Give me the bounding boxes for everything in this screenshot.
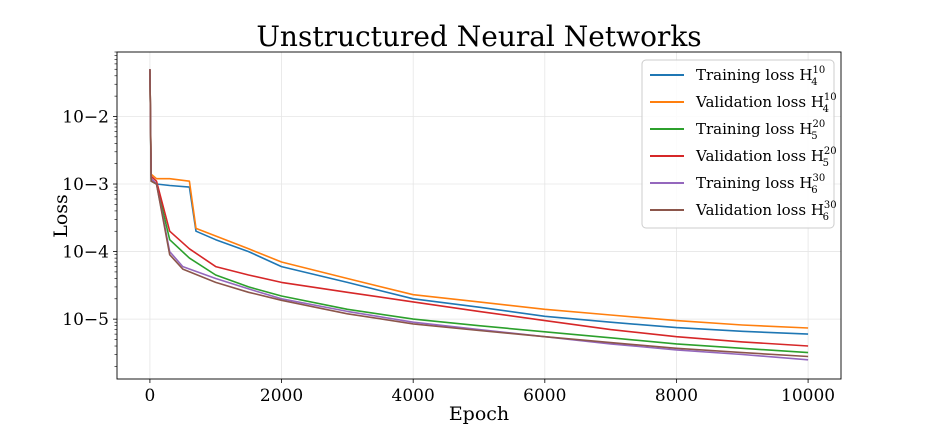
y-axis: 10−5 10−4 10−3 10−2	[62, 51, 117, 367]
legend: Training loss H10 4 Validation loss H10 4 Tr…	[641, 59, 837, 229]
x-tick-label: 6000	[523, 386, 566, 406]
legend-label: Validation loss H30 6	[695, 200, 837, 223]
plot-frame	[116, 51, 842, 380]
y-axis-label: Loss	[50, 194, 72, 238]
x-tick-label: 4000	[392, 386, 435, 406]
chart-title: Unstructured Neural Networks	[256, 20, 701, 53]
legend-label: Training loss H30 6	[696, 173, 825, 196]
x-tick-label: 10000	[781, 386, 835, 406]
y-tick-label: 10−4	[62, 243, 109, 263]
series-layer	[149, 69, 809, 361]
series-line	[149, 69, 809, 347]
series-line	[149, 69, 809, 354]
y-tick-label: 10−2	[62, 107, 109, 127]
series-line	[149, 69, 809, 335]
x-axis-label: Epoch	[449, 403, 509, 425]
y-tick-label: 10−5	[62, 310, 109, 330]
x-axis: 0 2000 4000 6000 8000 10000	[144, 379, 835, 406]
x-tick-label: 0	[144, 386, 155, 406]
legend-box	[641, 59, 835, 229]
legend-label: Validation loss H20 5	[695, 146, 837, 169]
x-tick-label: 8000	[655, 386, 698, 406]
y-tick-label: 10−3	[62, 175, 109, 195]
legend-label: Validation loss H10 4	[695, 92, 837, 115]
series-line	[149, 69, 809, 329]
series-line	[149, 69, 809, 358]
legend-label: Training loss H20 5	[696, 119, 825, 142]
x-tick-label: 2000	[260, 386, 303, 406]
legend-label: Training loss H10 4	[696, 65, 825, 88]
